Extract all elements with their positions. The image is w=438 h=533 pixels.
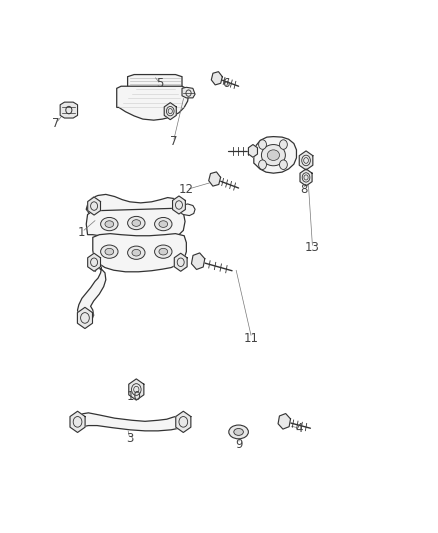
Polygon shape (254, 136, 297, 173)
Text: 1: 1 (78, 225, 86, 239)
Ellipse shape (267, 150, 279, 160)
Ellipse shape (229, 425, 248, 439)
Polygon shape (278, 414, 290, 429)
Circle shape (258, 160, 266, 169)
Polygon shape (248, 144, 258, 157)
Text: 6: 6 (222, 77, 229, 90)
Polygon shape (173, 196, 185, 214)
Ellipse shape (132, 249, 141, 256)
Polygon shape (211, 71, 223, 85)
Polygon shape (117, 86, 188, 120)
Text: 10: 10 (127, 390, 141, 403)
Circle shape (166, 107, 174, 116)
Text: 9: 9 (235, 438, 242, 450)
Text: 7: 7 (170, 135, 177, 148)
Text: 8: 8 (300, 183, 307, 196)
Text: 13: 13 (305, 241, 320, 254)
Ellipse shape (101, 245, 118, 259)
Ellipse shape (155, 245, 172, 259)
Polygon shape (300, 169, 312, 186)
Ellipse shape (101, 217, 118, 231)
Ellipse shape (159, 221, 168, 228)
Ellipse shape (159, 248, 168, 255)
Circle shape (258, 140, 266, 149)
Ellipse shape (132, 220, 141, 227)
Polygon shape (86, 208, 185, 240)
Polygon shape (86, 195, 181, 219)
Ellipse shape (155, 217, 172, 231)
Text: 5: 5 (156, 77, 164, 90)
Polygon shape (78, 308, 92, 328)
Polygon shape (174, 253, 187, 271)
Polygon shape (78, 413, 184, 431)
Ellipse shape (234, 429, 244, 435)
Polygon shape (208, 172, 221, 186)
Polygon shape (78, 262, 106, 321)
Text: 7: 7 (52, 117, 60, 130)
Polygon shape (299, 151, 313, 170)
Text: 3: 3 (126, 432, 134, 446)
Polygon shape (88, 197, 100, 215)
Circle shape (302, 155, 311, 166)
Polygon shape (176, 204, 195, 216)
Circle shape (279, 160, 287, 169)
Polygon shape (93, 233, 186, 272)
Polygon shape (129, 379, 144, 400)
Polygon shape (191, 253, 205, 270)
Text: 12: 12 (179, 183, 194, 196)
Polygon shape (127, 75, 182, 90)
Text: 4: 4 (296, 422, 303, 435)
Text: 11: 11 (244, 332, 259, 344)
Ellipse shape (261, 144, 286, 166)
Ellipse shape (105, 248, 114, 255)
Ellipse shape (127, 216, 145, 230)
Ellipse shape (127, 246, 145, 260)
Ellipse shape (105, 221, 114, 228)
Polygon shape (70, 411, 85, 432)
Polygon shape (176, 411, 191, 432)
Circle shape (302, 173, 310, 182)
Circle shape (279, 140, 287, 149)
Polygon shape (60, 102, 78, 118)
Polygon shape (182, 87, 195, 98)
Polygon shape (88, 253, 100, 271)
Circle shape (131, 384, 141, 395)
Polygon shape (164, 103, 176, 119)
